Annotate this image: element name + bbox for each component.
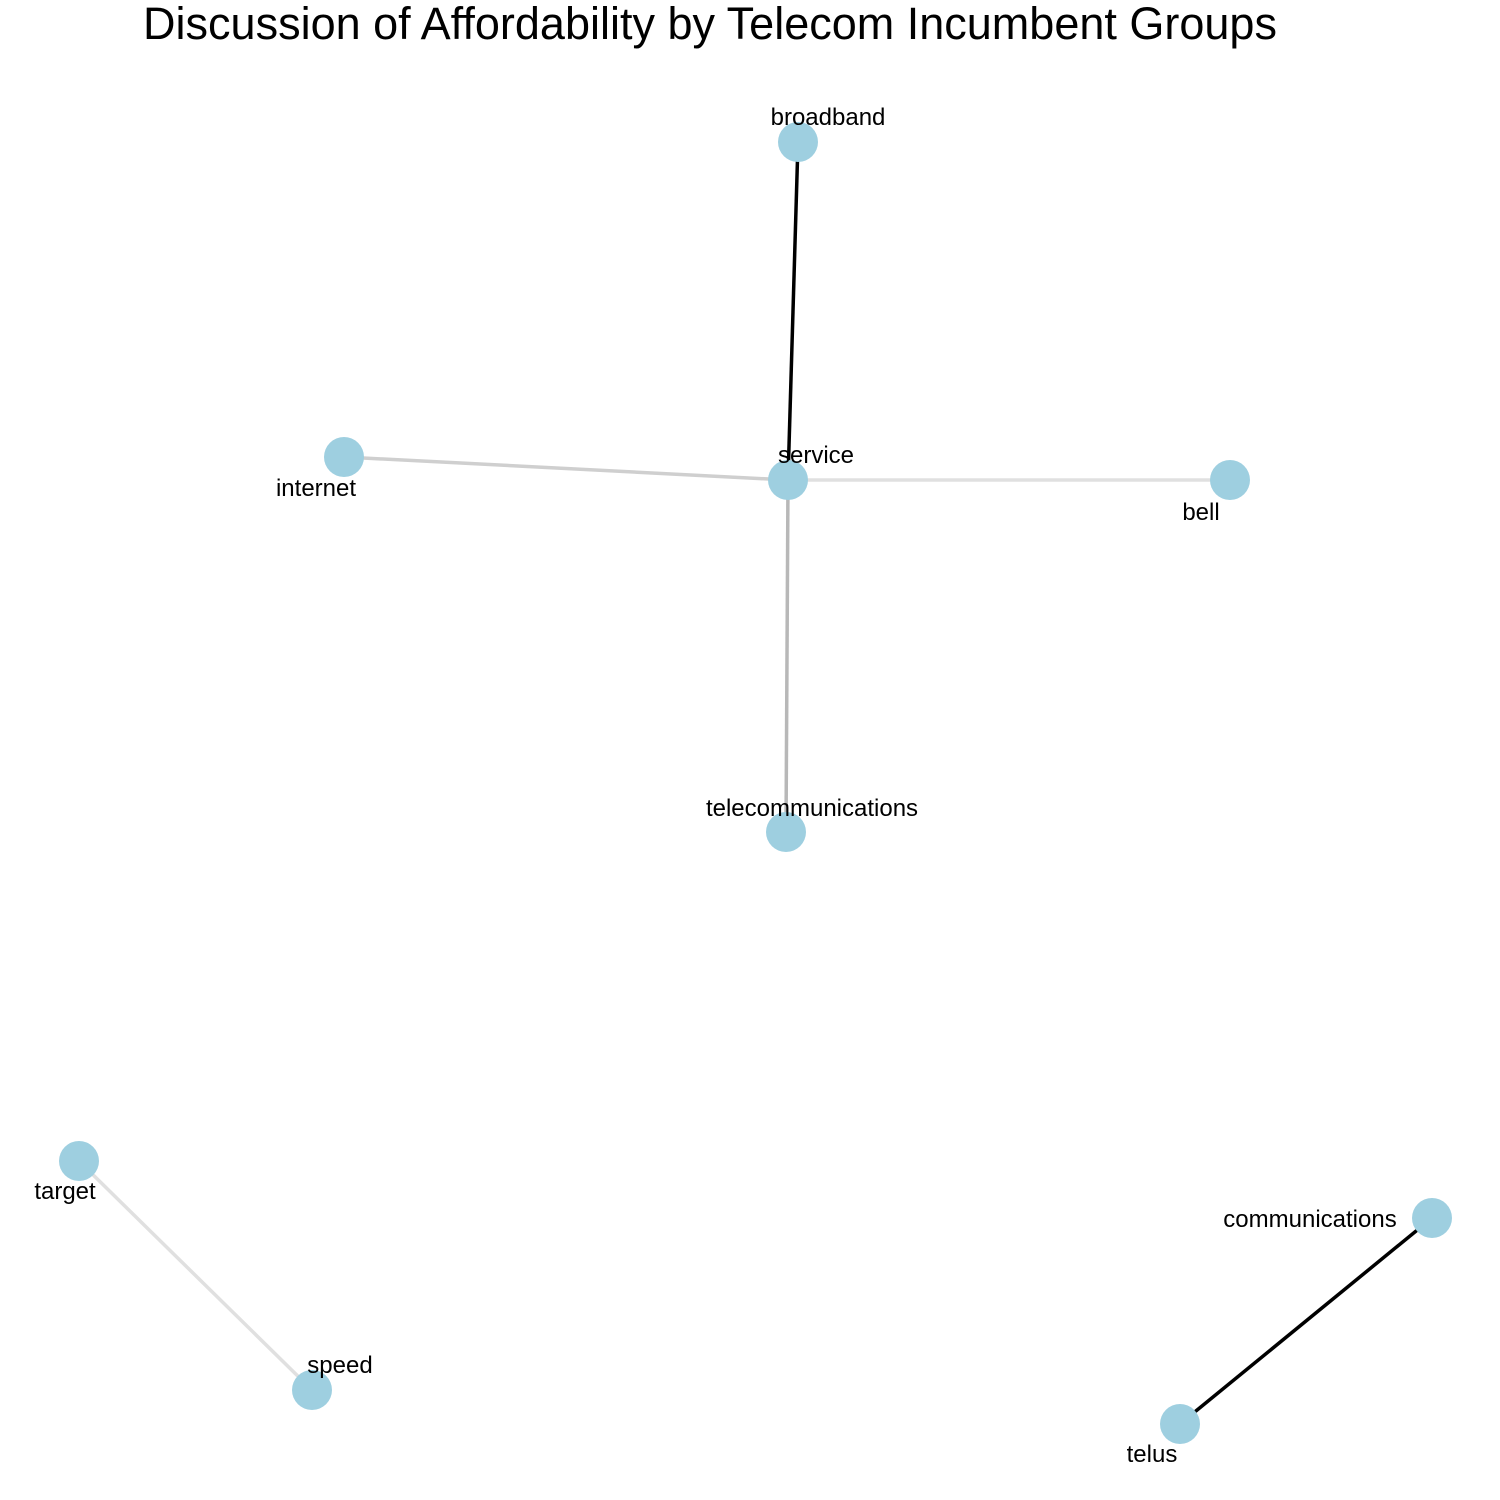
diagram-title: Discussion of Affordability by Telecom I… (143, 0, 1277, 49)
node-label-target: target (34, 1178, 96, 1205)
edge-broadband-service (786, 141, 800, 481)
node-label-telus: telus (1127, 1441, 1178, 1468)
node-service (768, 460, 808, 500)
node-bell (1210, 460, 1250, 500)
edge-target-speed (77, 1159, 314, 1392)
node-broadband (778, 122, 818, 162)
node-telecommunications (766, 812, 806, 852)
node-label-service: service (778, 442, 854, 469)
edge-communications-telus (1178, 1216, 1434, 1426)
node-label-broadband: broadband (771, 104, 886, 131)
node-label-telecommunications: telecommunications (706, 795, 918, 822)
node-target (59, 1141, 99, 1181)
node-label-internet: internet (276, 475, 356, 502)
edge-service-telecommunications (784, 479, 790, 833)
node-speed (292, 1370, 332, 1410)
node-label-bell: bell (1182, 499, 1219, 526)
node-telus (1160, 1404, 1200, 1444)
label-layer: broadband service internet bell telecommunic… (34, 104, 1396, 1468)
node-label-speed: speed (307, 1352, 372, 1379)
edge-layer (77, 141, 1434, 1426)
node-communications (1412, 1198, 1452, 1238)
node-label-communications: communications (1223, 1206, 1396, 1233)
node-internet (324, 437, 364, 477)
edge-internet-service (343, 455, 789, 482)
node-layer (59, 122, 1452, 1444)
